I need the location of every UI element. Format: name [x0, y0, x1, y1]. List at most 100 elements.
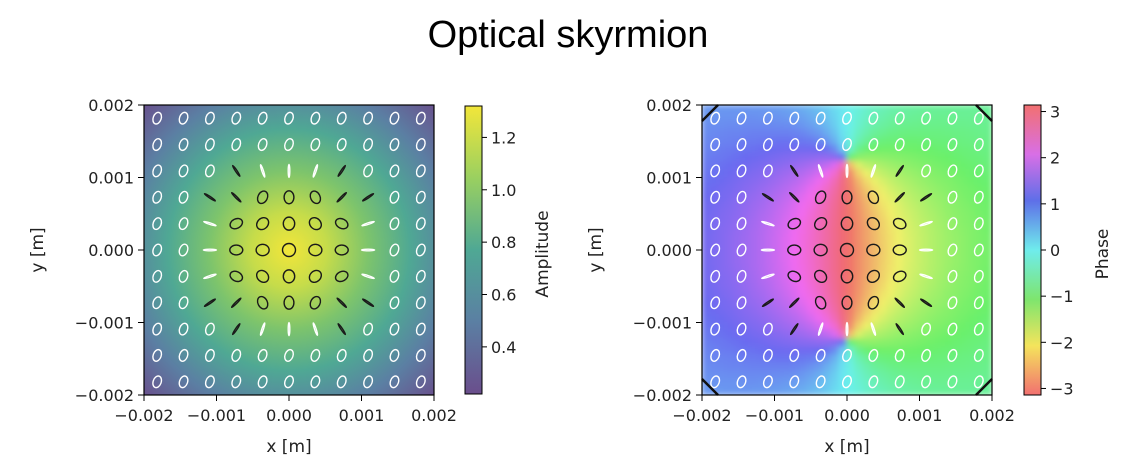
phase-cell	[798, 136, 808, 146]
phase-cell	[959, 217, 969, 227]
polarization-ellipse	[363, 111, 374, 125]
polarization-ellipse	[336, 111, 347, 125]
phase-cell	[967, 281, 977, 291]
phase-cell	[702, 338, 711, 348]
phase-cell	[790, 241, 800, 251]
phase-cell	[806, 257, 816, 267]
phase-cell	[749, 305, 759, 315]
phase-cell	[967, 330, 977, 340]
phase-cell	[782, 160, 792, 170]
phase-cell	[910, 313, 920, 323]
polarization-ellipse	[973, 190, 984, 204]
phase-cell	[733, 185, 743, 195]
phase-ylabel: y [m]	[586, 227, 606, 272]
polarization-ellipse	[736, 217, 747, 231]
phase-cell	[878, 201, 888, 211]
phase-cell	[910, 144, 920, 154]
polarization-ellipse	[284, 348, 294, 362]
phase-cell	[919, 160, 929, 170]
phase-cell	[951, 217, 961, 227]
phase-cell	[830, 289, 840, 299]
polarization-ellipse	[231, 138, 242, 152]
phase-cell	[943, 241, 953, 251]
phase-cell	[774, 217, 784, 227]
phase-cell	[749, 201, 759, 211]
phase-cell	[838, 168, 848, 178]
polarization-ellipse	[229, 244, 244, 256]
phase-cell	[983, 273, 992, 283]
phase-cell	[782, 105, 792, 114]
phase-cell	[733, 281, 743, 291]
phase-cell	[919, 362, 929, 372]
phase-cell	[838, 201, 848, 211]
phase-cell	[790, 185, 800, 195]
phase-cell	[749, 217, 759, 227]
phase-cell	[878, 217, 888, 227]
phase-cell	[846, 105, 856, 114]
phase-cell	[910, 386, 920, 395]
phase-cell	[798, 185, 808, 195]
phase-cell	[709, 265, 719, 275]
phase-cell	[774, 273, 784, 283]
phase-cell	[782, 193, 792, 203]
phase-cell	[765, 322, 775, 332]
polarization-ellipse	[231, 111, 242, 125]
phase-cell	[959, 201, 969, 211]
polarization-ellipse	[736, 190, 747, 204]
phase-cell	[806, 241, 816, 251]
phase-cell	[709, 338, 719, 348]
phase-cell	[806, 354, 816, 364]
phase-cell	[757, 120, 767, 130]
polarization-ellipse	[761, 273, 775, 280]
phase-cell	[814, 273, 824, 283]
phase-cell	[830, 362, 840, 372]
phase-cell	[822, 330, 832, 340]
phase-cell	[709, 322, 719, 332]
polarization-ellipse	[892, 217, 907, 230]
phase-cell	[919, 177, 929, 187]
phase-cell	[983, 185, 992, 195]
polarization-ellipse	[736, 111, 747, 125]
phase-cell	[894, 378, 904, 388]
polarization-ellipse	[973, 375, 984, 389]
phase-cell	[741, 370, 751, 380]
phase-cell	[790, 193, 800, 203]
phase-cell	[830, 233, 840, 243]
phase-cell	[798, 378, 808, 388]
phase-cell	[822, 136, 832, 146]
polarization-ellipse	[814, 190, 827, 205]
phase-cell	[959, 152, 969, 162]
phase-cell	[725, 128, 735, 138]
phase-cell	[741, 354, 751, 364]
phase-cell	[959, 362, 969, 372]
phase-cell	[765, 386, 775, 395]
phase-cell	[943, 217, 953, 227]
phase-cell	[983, 225, 992, 235]
phase-cell	[838, 136, 848, 146]
phase-cell	[862, 112, 872, 122]
phase-cell	[782, 144, 792, 154]
phase-cell	[935, 322, 945, 332]
phase-cell	[790, 354, 800, 364]
phase-cell	[870, 152, 880, 162]
phase-cell	[862, 386, 872, 395]
y-tick-label: 0.002	[646, 96, 692, 115]
polarization-ellipse	[842, 138, 852, 152]
polarization-ellipse	[814, 295, 827, 310]
phase-cell	[774, 225, 784, 235]
phase-cell	[910, 249, 920, 259]
phase-cell	[967, 273, 977, 283]
phase-cell	[967, 313, 977, 323]
phase-cell	[878, 297, 888, 307]
phase-cell	[878, 177, 888, 187]
phase-cell	[886, 386, 896, 395]
phase-cell	[725, 193, 735, 203]
phase-cell	[886, 370, 896, 380]
phase-cell	[733, 305, 743, 315]
polarization-ellipse	[866, 216, 881, 231]
phase-cell	[741, 241, 751, 251]
polarization-ellipse	[947, 138, 958, 152]
phase-cell	[782, 265, 792, 275]
phase-cell	[854, 338, 864, 348]
